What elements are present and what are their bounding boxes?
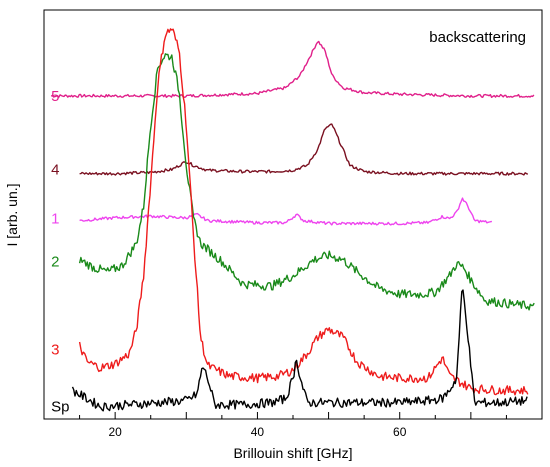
series-line-4 [79,123,529,176]
series-labels: 5 4 1 2 3 Sp [51,88,69,416]
series-lines [50,28,535,412]
y-axis-label: I [arb. un.] [4,183,20,246]
x-axis-ticks [43,412,543,419]
series-line-sp [71,289,528,412]
series-label-3: 3 [51,341,59,358]
x-axis-label: Brillouin shift [GHz] [233,445,352,461]
series-label-4: 4 [51,162,59,179]
series-label-sp: Sp [51,399,69,416]
plot-frame [43,9,543,420]
annotation-text: backscattering [429,29,526,46]
x-tick-label: 40 [251,425,265,439]
series-line-5 [50,40,535,98]
series-label-2: 2 [51,254,59,271]
x-tick-label: 60 [393,425,407,439]
x-tick-label: 20 [108,425,122,439]
x-axis-tick-labels: 20 40 60 [108,425,406,439]
series-line-2 [78,53,535,311]
series-line-3 [78,28,529,396]
series-label-5: 5 [51,88,59,105]
series-label-1: 1 [51,211,59,228]
